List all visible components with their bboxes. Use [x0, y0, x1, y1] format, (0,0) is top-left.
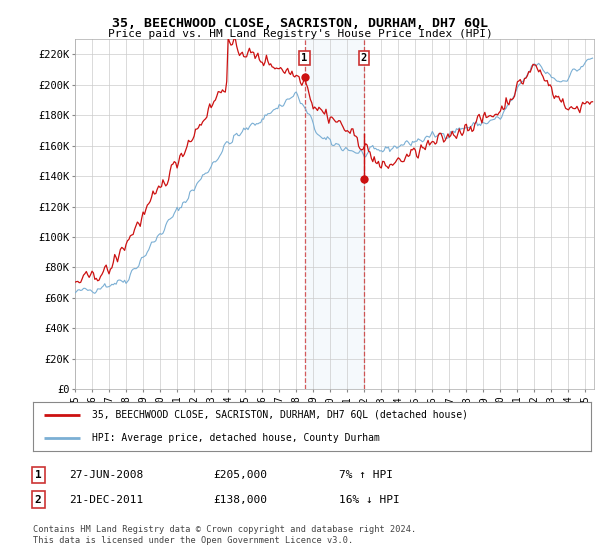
Text: 35, BEECHWOOD CLOSE, SACRISTON, DURHAM, DH7 6QL (detached house): 35, BEECHWOOD CLOSE, SACRISTON, DURHAM, … — [92, 410, 467, 420]
Text: 7% ↑ HPI: 7% ↑ HPI — [339, 470, 393, 480]
Bar — [305, 39, 364, 389]
Text: 16% ↓ HPI: 16% ↓ HPI — [339, 494, 400, 505]
Text: 21-DEC-2011: 21-DEC-2011 — [69, 494, 143, 505]
Text: Price paid vs. HM Land Registry's House Price Index (HPI): Price paid vs. HM Land Registry's House … — [107, 29, 493, 39]
Text: HPI: Average price, detached house, County Durham: HPI: Average price, detached house, Coun… — [92, 433, 379, 444]
Text: 2: 2 — [35, 494, 41, 505]
Text: Contains HM Land Registry data © Crown copyright and database right 2024.
This d: Contains HM Land Registry data © Crown c… — [33, 525, 416, 545]
Text: 35, BEECHWOOD CLOSE, SACRISTON, DURHAM, DH7 6QL: 35, BEECHWOOD CLOSE, SACRISTON, DURHAM, … — [112, 17, 488, 30]
Text: 27-JUN-2008: 27-JUN-2008 — [69, 470, 143, 480]
Text: £138,000: £138,000 — [213, 494, 267, 505]
Text: 1: 1 — [301, 53, 308, 63]
Text: 1: 1 — [35, 470, 41, 480]
Text: £205,000: £205,000 — [213, 470, 267, 480]
Text: 2: 2 — [361, 53, 367, 63]
